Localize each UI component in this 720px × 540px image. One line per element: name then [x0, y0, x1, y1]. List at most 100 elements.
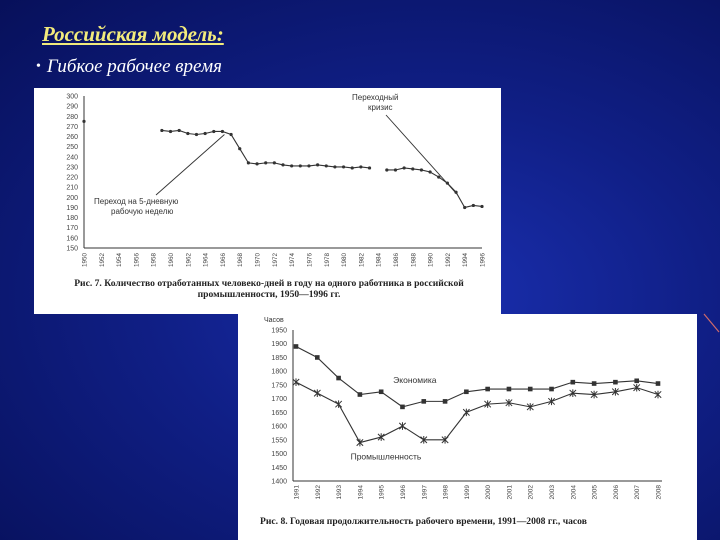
- series-line-economy: [295, 345, 659, 408]
- data-point: [194, 132, 199, 137]
- bullet-text: Гибкое рабочее время: [46, 56, 222, 77]
- x-tick-label: 1968: [237, 253, 244, 268]
- y-tick-label: 200: [66, 195, 78, 202]
- data-point-industry: [441, 436, 449, 444]
- y-tick-label: 280: [66, 114, 78, 121]
- data-point-economy: [591, 381, 597, 386]
- chart-1-caption: Рис. 7. Количество отработанных человеко…: [74, 278, 464, 300]
- y-tick-label: 230: [66, 164, 78, 171]
- chart-1-svg: 300 290 280 270 260 250 240 230 220 210 200 190 180 1…: [66, 93, 487, 268]
- y-tick-label: 1450: [271, 465, 287, 472]
- data-point: [220, 129, 225, 134]
- x-tick-label: 1996: [480, 253, 487, 268]
- y-tick-label: 210: [66, 185, 78, 192]
- data-point: [246, 161, 250, 165]
- x-tick-label: 2008: [656, 485, 663, 500]
- series-line-industry: [295, 381, 659, 444]
- data-point: [419, 168, 424, 172]
- data-point: [316, 163, 320, 167]
- data-point-economy: [421, 399, 427, 404]
- chart-2-caption: Рис. 8. Годовая продолжительность рабоче…: [260, 516, 587, 527]
- data-point-economy: [613, 379, 618, 385]
- x-tick-label: 2004: [570, 485, 577, 500]
- x-tick-label: 1988: [410, 253, 417, 268]
- data-point: [454, 190, 458, 194]
- y-tick-label: 170: [66, 225, 78, 232]
- annotation-2-line-1: Переходный: [352, 93, 398, 102]
- annotation-2-arrow: [385, 114, 458, 195]
- chart-panel-2: Часов 1950 1900 1850 1800 1750 1700 1650 1600 155…: [238, 314, 697, 540]
- data-point: [238, 147, 242, 151]
- data-point: [186, 131, 190, 136]
- x-tick-label: 1980: [341, 253, 348, 268]
- y-tick-label: 270: [66, 124, 78, 131]
- x-tick-label: 1996: [400, 485, 407, 500]
- y-tick-label: 1850: [271, 355, 287, 362]
- data-point: [82, 119, 86, 123]
- data-point: [168, 129, 173, 134]
- y-tick-label: 300: [66, 94, 78, 101]
- x-tick-label: 1954: [116, 253, 123, 268]
- x-tick-label: 2007: [634, 485, 641, 500]
- x-tick-label: 1991: [294, 485, 301, 500]
- data-point: [203, 131, 207, 136]
- x-tick-label: 1992: [315, 485, 322, 500]
- data-point-industry: [420, 436, 428, 444]
- y-tick-label: 290: [66, 104, 78, 111]
- x-tick-label: 1978: [324, 253, 331, 268]
- chart-2-svg: Часов 1950 1900 1850 1800 1750 1700 1650 1600 155…: [264, 317, 663, 500]
- x-tick-label: 1994: [357, 485, 364, 500]
- data-point: [359, 165, 363, 169]
- y-tick-label: 260: [66, 134, 78, 141]
- x-tick-label: 1950: [82, 253, 89, 268]
- x-tick-label: 2000: [485, 485, 492, 500]
- data-point-industry: [335, 400, 343, 408]
- x-tick-label: 1962: [185, 253, 192, 268]
- data-point: [307, 164, 311, 168]
- y-axis-label: Часов: [264, 317, 284, 324]
- data-point: [471, 203, 475, 208]
- y-tick-label: 1900: [271, 341, 287, 348]
- y-tick-label: 250: [66, 144, 78, 151]
- data-point: [298, 164, 302, 168]
- chart-panel-1: 300 290 280 270 260 250 240 230 220 210 200 190 180 1…: [34, 88, 501, 314]
- annotation-1-line-2: рабочую неделю: [111, 207, 173, 216]
- data-point-industry: [611, 387, 619, 396]
- data-point: [480, 204, 484, 209]
- y-tick-label: 1400: [271, 479, 287, 486]
- y-tick-label: 180: [66, 215, 78, 222]
- data-point-economy: [400, 404, 405, 410]
- data-point-economy: [293, 344, 299, 349]
- series-label-industry: Промышленность: [351, 452, 422, 462]
- data-point-industry: [569, 389, 577, 397]
- y-tick-label: 1750: [271, 382, 287, 389]
- data-point: [290, 164, 294, 168]
- annotation-2-line-2: кризис: [368, 103, 393, 112]
- data-point: [255, 162, 259, 166]
- data-point-economy: [378, 389, 384, 395]
- x-tick-label: 2002: [528, 485, 535, 500]
- data-point: [264, 161, 268, 165]
- x-tick-label: 1958: [151, 253, 158, 268]
- data-point-economy: [634, 378, 640, 384]
- data-point-industry: [292, 378, 300, 386]
- decorative-stroke: [703, 313, 720, 333]
- data-point: [272, 161, 276, 165]
- y-tick-label: 160: [66, 235, 78, 242]
- x-tick-label: 1990: [428, 253, 435, 268]
- annotation-1-arrow: [155, 134, 225, 196]
- y-tick-label: 1500: [271, 451, 287, 458]
- x-tick-label: 2001: [506, 485, 513, 500]
- data-point: [229, 132, 233, 137]
- x-tick-label: 1964: [203, 253, 210, 268]
- data-point: [402, 166, 406, 170]
- data-point: [463, 205, 467, 210]
- data-point: [437, 175, 441, 179]
- x-tick-label: 1995: [379, 485, 386, 500]
- x-tick-label: 1994: [462, 253, 469, 268]
- data-point: [333, 165, 337, 169]
- data-point-economy: [506, 386, 512, 392]
- data-point: [212, 129, 216, 134]
- x-tick-label: 1982: [358, 253, 365, 268]
- x-tick-label: 1960: [168, 253, 175, 268]
